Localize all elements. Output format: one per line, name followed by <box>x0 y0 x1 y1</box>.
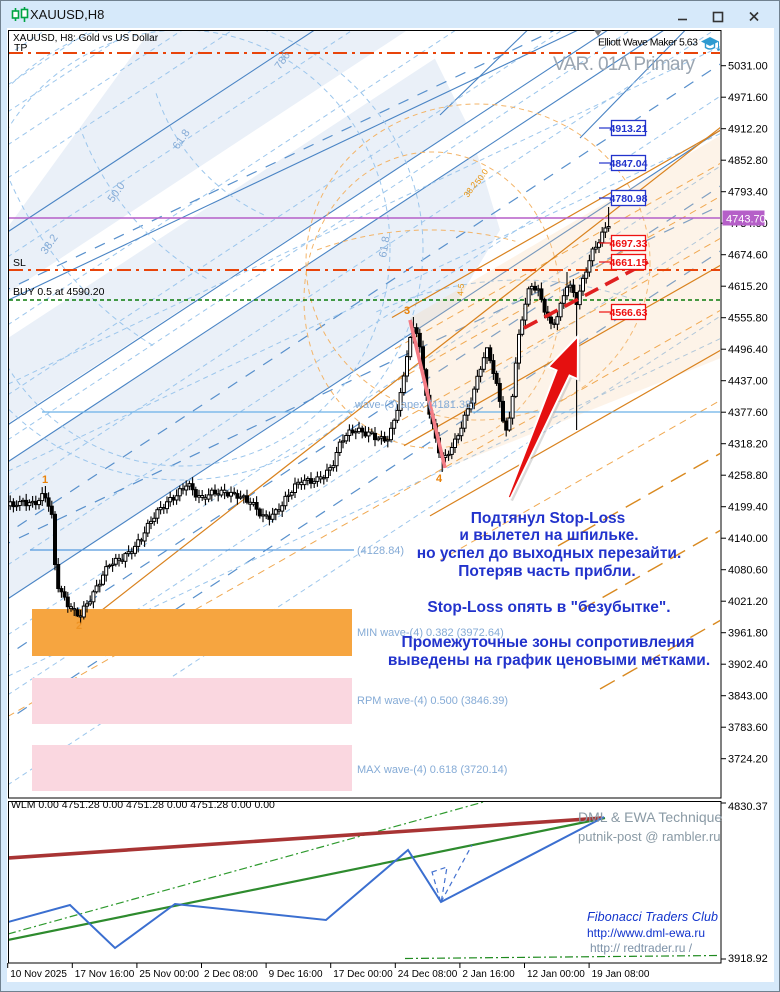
svg-text:4780.98: 4780.98 <box>610 193 648 205</box>
svg-text:4199.40: 4199.40 <box>728 502 768 514</box>
svg-text:SL: SL <box>13 257 26 269</box>
svg-text:Подтянул Stop-Loss: Подтянул Stop-Loss <box>471 510 626 527</box>
svg-text:TP: TP <box>14 42 27 54</box>
svg-text:3: 3 <box>404 305 410 317</box>
svg-text:4615.20: 4615.20 <box>728 281 768 293</box>
svg-text:4852.80: 4852.80 <box>728 155 768 167</box>
svg-text:9 Dec 16:00: 9 Dec 16:00 <box>269 969 323 980</box>
svg-text:WLM 0.00 4751.28 0.00 4751.28: WLM 0.00 4751.28 0.00 4751.28 0.00 4751.… <box>11 799 275 811</box>
svg-text:4830.37: 4830.37 <box>728 801 768 813</box>
svg-text:MAX wave-(4) 0.618 (3720.14): MAX wave-(4) 0.618 (3720.14) <box>357 764 507 776</box>
svg-text:4140.00: 4140.00 <box>728 533 768 545</box>
svg-text:4258.80: 4258.80 <box>728 470 768 482</box>
svg-text:10 Nov 2025: 10 Nov 2025 <box>10 969 67 980</box>
svg-text:4971.60: 4971.60 <box>728 92 768 104</box>
svg-text:4: 4 <box>436 473 443 485</box>
svg-text:но успел до выходных перезайти: но успел до выходных перезайти. <box>417 545 682 562</box>
svg-text:3783.60: 3783.60 <box>728 722 768 734</box>
svg-text:BUY 0.5 at 4590.20: BUY 0.5 at 4590.20 <box>13 286 105 298</box>
svg-text:4674.60: 4674.60 <box>728 250 768 262</box>
svg-text:12 Jan 00:00: 12 Jan 00:00 <box>527 969 585 980</box>
svg-text:4496.40: 4496.40 <box>728 344 768 356</box>
svg-text:2 Jan 16:00: 2 Jan 16:00 <box>462 969 515 980</box>
svg-text:1: 1 <box>42 474 48 486</box>
svg-text:2: 2 <box>76 620 82 632</box>
svg-text:Промежуточные зоны сопротивлен: Промежуточные зоны сопротивления <box>402 634 695 651</box>
svg-text:Stop-Loss опять в "безубытке".: Stop-Loss опять в "безубытке". <box>427 599 670 616</box>
svg-text:XAUUSD, H8: Gold vs US Dollar: XAUUSD, H8: Gold vs US Dollar <box>13 33 159 44</box>
svg-text:4913.21: 4913.21 <box>610 123 648 135</box>
svg-text:4912.20: 4912.20 <box>728 124 768 136</box>
svg-text:Fibonacci Traders Club: Fibonacci Traders Club <box>587 910 718 924</box>
svg-text:3902.40: 3902.40 <box>728 659 768 671</box>
svg-text:4697.33: 4697.33 <box>610 238 648 250</box>
svg-text:3918.92: 3918.92 <box>728 953 768 965</box>
svg-text:4743.70: 4743.70 <box>726 213 766 225</box>
svg-text:4847.04: 4847.04 <box>610 158 648 170</box>
svg-text:3961.80: 3961.80 <box>728 628 768 640</box>
svg-text:VAR. 01A Primary: VAR. 01A Primary <box>553 54 696 75</box>
svg-text:4566.63: 4566.63 <box>610 307 648 319</box>
svg-text:4377.60: 4377.60 <box>728 407 768 419</box>
svg-text:24 Dec 08:00: 24 Dec 08:00 <box>398 969 458 980</box>
svg-text:putnik-post @ rambler.ru: putnik-post @ rambler.ru <box>578 829 721 844</box>
svg-text:RPM wave-(4) 0.500 (3846.39): RPM wave-(4) 0.500 (3846.39) <box>357 695 508 707</box>
svg-text:выведены на график ценовыми ме: выведены на график ценовыми метками. <box>388 652 710 669</box>
svg-text:4437.00: 4437.00 <box>728 376 768 388</box>
svg-text:4793.40: 4793.40 <box>728 187 768 199</box>
svg-text:MIN wave-(4) 0.382 (3972.64): MIN wave-(4) 0.382 (3972.64) <box>357 627 504 639</box>
svg-text:DML & EWA Technique: DML & EWA Technique <box>578 809 722 825</box>
svg-text:(4128.84): (4128.84) <box>357 545 404 557</box>
svg-text:61.8: 61.8 <box>377 235 393 258</box>
svg-text:XAUUSD,H8: XAUUSD,H8 <box>30 7 104 22</box>
svg-text:17 Nov 16:00: 17 Nov 16:00 <box>75 969 135 980</box>
svg-text:4318.20: 4318.20 <box>728 439 768 451</box>
svg-text:Elliott Wave Maker 5.63: Elliott Wave Maker 5.63 <box>598 37 698 49</box>
svg-text:2 Dec 08:00: 2 Dec 08:00 <box>204 969 258 980</box>
svg-text:25 Nov 00:00: 25 Nov 00:00 <box>139 969 199 980</box>
svg-text:http:// redtrader.ru /: http:// redtrader.ru / <box>590 941 693 955</box>
svg-text:4080.60: 4080.60 <box>728 565 768 577</box>
svg-text:Потеряв часть прибли.: Потеряв часть прибли. <box>458 563 635 580</box>
svg-text:3724.20: 3724.20 <box>728 754 768 766</box>
svg-text:4555.80: 4555.80 <box>728 313 768 325</box>
svg-text:4661.15: 4661.15 <box>610 257 648 269</box>
svg-text:19 Jan 08:00: 19 Jan 08:00 <box>592 969 650 980</box>
svg-text:4-5: 4-5 <box>455 283 466 296</box>
svg-text:17 Dec 00:00: 17 Dec 00:00 <box>333 969 393 980</box>
svg-text:3843.00: 3843.00 <box>728 691 768 703</box>
svg-text:5031.00: 5031.00 <box>728 61 768 73</box>
svg-text:http://www.dml-ewa.ru: http://www.dml-ewa.ru <box>587 926 705 940</box>
svg-text:4021.20: 4021.20 <box>728 596 768 608</box>
svg-text:wave-(3) apex (4181.38): wave-(3) apex (4181.38) <box>354 399 475 411</box>
svg-text:и вылетел на шпильке.: и вылетел на шпильке. <box>459 527 638 544</box>
